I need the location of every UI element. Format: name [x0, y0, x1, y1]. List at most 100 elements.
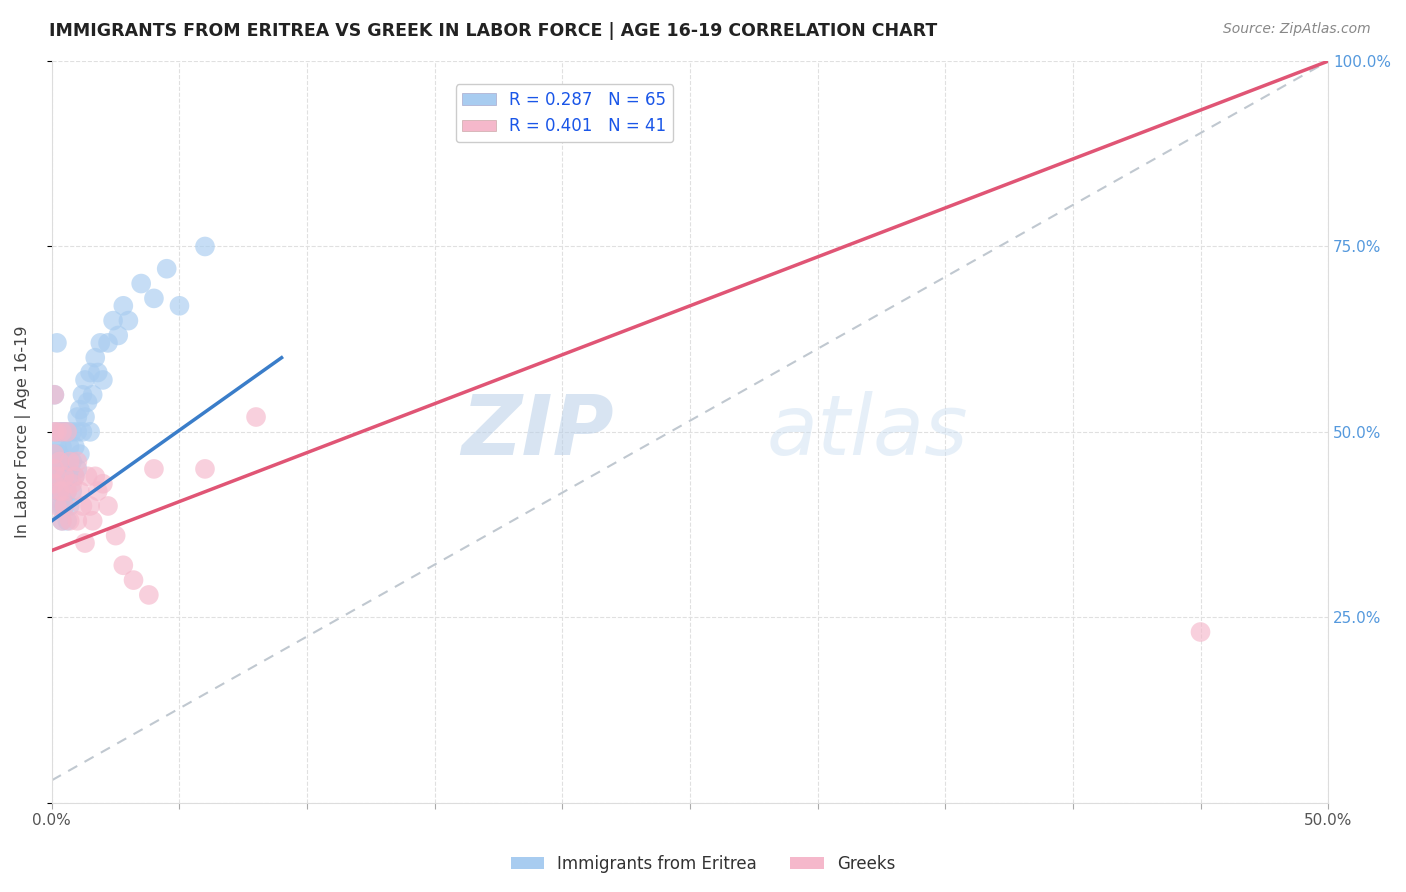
Point	[51, 514, 73, 528]
Point	[89, 335, 111, 350]
Point	[72, 388, 94, 402]
Point	[56, 425, 79, 439]
Point	[44, 447, 66, 461]
Point	[48, 469, 70, 483]
Legend: R = 0.287   N = 65, R = 0.401   N = 41: R = 0.287 N = 65, R = 0.401 N = 41	[456, 85, 673, 142]
Point	[45, 440, 67, 454]
Point	[48, 454, 70, 468]
Point	[169, 299, 191, 313]
Point	[60, 454, 83, 468]
Point	[79, 425, 101, 439]
Point	[91, 373, 114, 387]
Point	[48, 425, 70, 439]
Point	[59, 499, 82, 513]
Point	[59, 514, 82, 528]
Point	[117, 313, 139, 327]
Point	[76, 395, 98, 409]
Y-axis label: In Labor Force | Age 16-19: In Labor Force | Age 16-19	[15, 326, 31, 538]
Point	[84, 351, 107, 365]
Point	[73, 536, 96, 550]
Point	[51, 462, 73, 476]
Point	[53, 469, 76, 483]
Point	[194, 239, 217, 253]
Point	[60, 484, 83, 499]
Point	[48, 484, 70, 499]
Point	[56, 484, 79, 499]
Point	[44, 388, 66, 402]
Point	[79, 499, 101, 513]
Point	[84, 469, 107, 483]
Point	[51, 514, 73, 528]
Point	[45, 469, 67, 483]
Point	[73, 373, 96, 387]
Legend: Immigrants from Eritrea, Greeks: Immigrants from Eritrea, Greeks	[503, 848, 903, 880]
Point	[44, 462, 66, 476]
Point	[91, 476, 114, 491]
Point	[66, 425, 89, 439]
Point	[63, 469, 86, 483]
Point	[53, 454, 76, 468]
Point	[53, 499, 76, 513]
Point	[45, 335, 67, 350]
Point	[48, 484, 70, 499]
Point	[122, 573, 145, 587]
Point	[1189, 625, 1212, 640]
Point	[60, 425, 83, 439]
Point	[63, 440, 86, 454]
Point	[51, 499, 73, 513]
Point	[66, 462, 89, 476]
Text: IMMIGRANTS FROM ERITREA VS GREEK IN LABOR FORCE | AGE 16-19 CORRELATION CHART: IMMIGRANTS FROM ERITREA VS GREEK IN LABO…	[49, 22, 938, 40]
Point	[73, 409, 96, 424]
Point	[66, 409, 89, 424]
Point	[51, 484, 73, 499]
Point	[44, 476, 66, 491]
Point	[48, 447, 70, 461]
Text: Source: ZipAtlas.com: Source: ZipAtlas.com	[1223, 22, 1371, 37]
Point	[53, 425, 76, 439]
Point	[59, 454, 82, 468]
Point	[194, 462, 217, 476]
Point	[51, 440, 73, 454]
Point	[97, 499, 120, 513]
Point	[44, 425, 66, 439]
Point	[44, 462, 66, 476]
Point	[51, 476, 73, 491]
Point	[156, 261, 179, 276]
Point	[45, 469, 67, 483]
Point	[60, 476, 83, 491]
Point	[82, 514, 104, 528]
Point	[104, 528, 127, 542]
Point	[142, 292, 165, 306]
Point	[87, 484, 110, 499]
Point	[59, 469, 82, 483]
Point	[142, 462, 165, 476]
Point	[45, 484, 67, 499]
Point	[44, 425, 66, 439]
Point	[101, 313, 124, 327]
Point	[112, 299, 135, 313]
Point	[44, 447, 66, 461]
Point	[51, 425, 73, 439]
Point	[53, 476, 76, 491]
Point	[79, 366, 101, 380]
Point	[45, 499, 67, 513]
Point	[97, 335, 120, 350]
Point	[48, 499, 70, 513]
Point	[45, 425, 67, 439]
Point	[245, 409, 267, 424]
Point	[66, 514, 89, 528]
Point	[48, 462, 70, 476]
Point	[129, 277, 152, 291]
Point	[138, 588, 160, 602]
Point	[45, 454, 67, 468]
Point	[51, 425, 73, 439]
Point	[87, 366, 110, 380]
Point	[44, 476, 66, 491]
Point	[53, 499, 76, 513]
Point	[56, 462, 79, 476]
Text: atlas: atlas	[766, 392, 969, 473]
Point	[59, 440, 82, 454]
Point	[72, 499, 94, 513]
Point	[107, 328, 129, 343]
Point	[69, 402, 91, 417]
